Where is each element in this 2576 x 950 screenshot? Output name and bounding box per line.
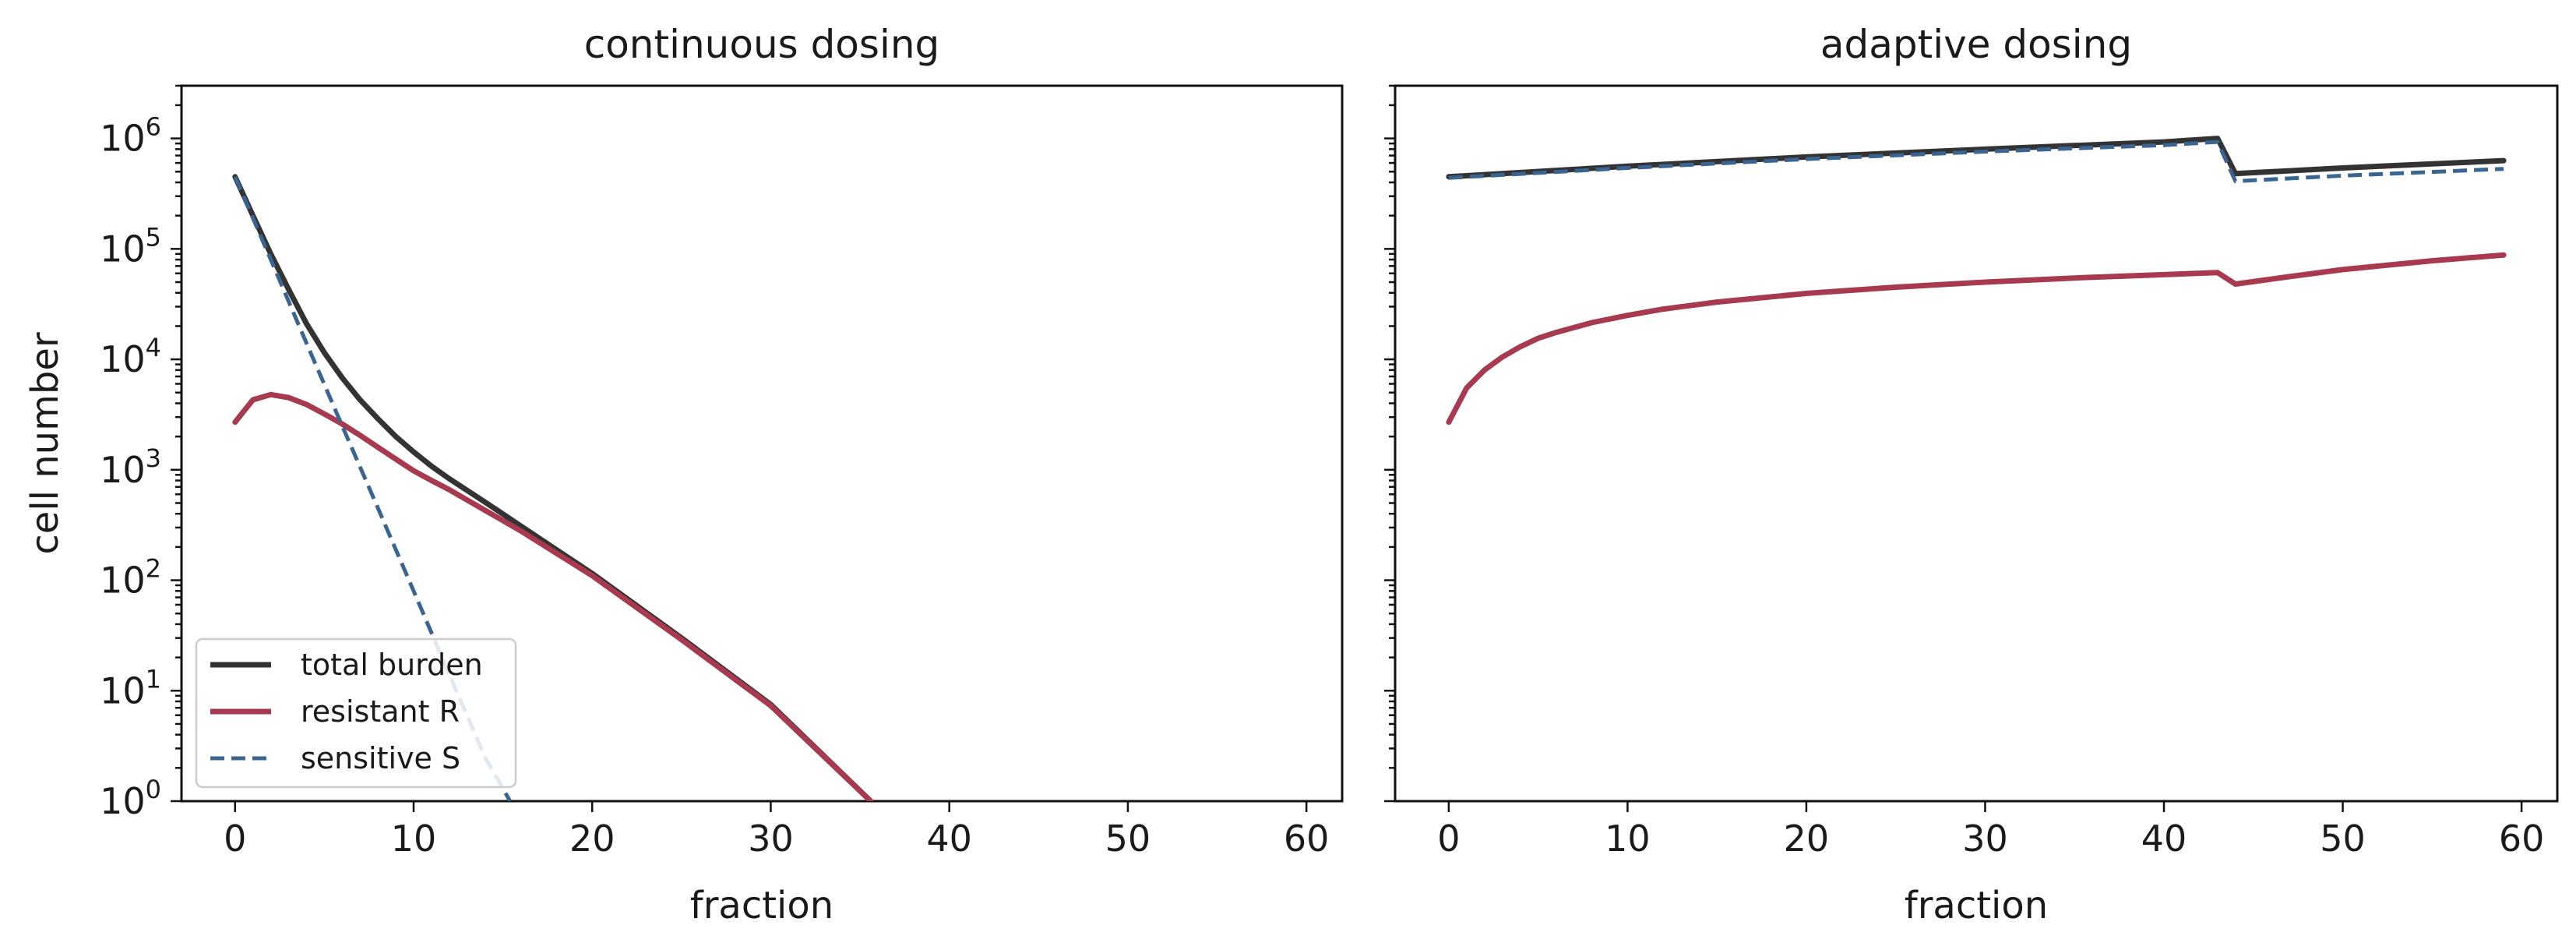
ticks-layer: 0 10 20 30 40 50 60: [1384, 84, 2545, 860]
ticks-layer: 0 10 20 30 40 50 60 100 101 102 103 104 105 106: [100, 84, 1330, 860]
x-tick-label: 10: [1605, 818, 1651, 860]
y-tick-label: 106: [100, 112, 161, 160]
x-tick-label: 0: [1437, 818, 1460, 860]
panel-title: adaptive dosing: [1820, 22, 2132, 67]
panel-title: continuous dosing: [584, 22, 940, 67]
x-tick-label: 30: [748, 818, 794, 860]
y-tick-label: 105: [100, 222, 161, 270]
plot-area: [1394, 84, 2559, 803]
series-clip: [1446, 136, 2507, 426]
plot-area: [180, 84, 1344, 803]
x-tick-label: 40: [2141, 818, 2187, 860]
y-tick-label: 102: [100, 554, 161, 602]
x-tick-label: 30: [1962, 818, 2008, 860]
x-tick-label: 10: [391, 818, 437, 860]
x-tick-label: 50: [2320, 818, 2366, 860]
legend-label-resistant-r: resistant R: [301, 694, 460, 729]
x-tick-label: 0: [224, 818, 246, 860]
y-tick-label: 104: [100, 333, 161, 380]
x-axis-label: fraction: [1905, 884, 2048, 927]
series-layer: [1446, 136, 2507, 426]
legend-label-total-burden: total burden: [301, 648, 483, 682]
x-tick-label: 20: [569, 818, 615, 860]
panel-continuous-dosing: continuous dosing 0 10 20 30 40 50 60 100 101 102…: [23, 22, 1344, 927]
y-axis-label: cell number: [23, 332, 67, 554]
x-tick-label: 40: [926, 818, 972, 860]
x-tick-label: 50: [1105, 818, 1151, 860]
legend-label-sensitive-s: sensitive S: [301, 741, 460, 775]
legend: total burden resistant R sensitive S: [195, 637, 517, 789]
x-axis-label: fraction: [690, 884, 833, 927]
series-line-sensitive-s: [1448, 139, 2504, 183]
y-tick-label: 101: [100, 664, 161, 712]
y-tick-label: 100: [100, 775, 161, 822]
legend-frame: [195, 637, 517, 789]
x-tick-label: 60: [2499, 818, 2545, 860]
x-tick-label: 20: [1784, 818, 1830, 860]
series-line-resistant-r: [232, 391, 874, 801]
x-tick-label: 60: [1284, 818, 1330, 860]
series-line-resistant-r: [1446, 252, 2507, 426]
panel-adaptive-dosing: adaptive dosing 0 10 20 30 40 50 60 fraction: [1384, 22, 2559, 927]
y-tick-label: 103: [100, 443, 161, 491]
